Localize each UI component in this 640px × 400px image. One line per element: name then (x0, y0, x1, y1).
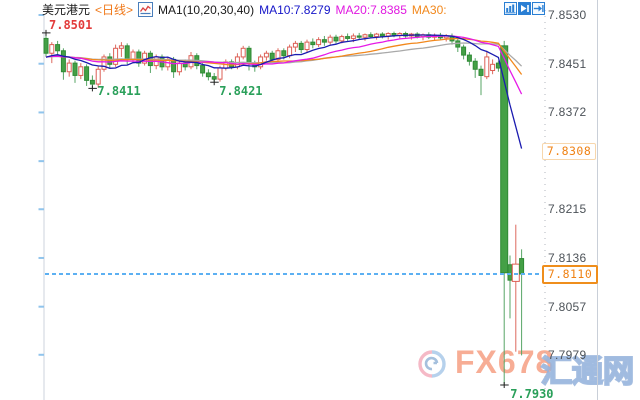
candle-body (478, 68, 484, 76)
candle-body (275, 50, 281, 60)
candle-body (55, 44, 61, 52)
candle-body (500, 45, 509, 274)
candle-body (310, 41, 316, 46)
candle-body (124, 45, 130, 60)
symbol-name: 美元港元 (42, 3, 91, 17)
candle-body (345, 36, 351, 39)
chart-toolbar (504, 2, 545, 15)
candle-body (466, 54, 472, 62)
candle-body (321, 39, 327, 43)
candle-body (374, 33, 380, 38)
axis-tick-mark (38, 160, 44, 163)
axis-price-tag: 7.8308 (542, 142, 596, 160)
candle-body (263, 52, 269, 58)
period-label: <日线> (95, 3, 134, 17)
candle-body (84, 66, 90, 81)
candle-body (60, 50, 66, 73)
y-axis-label: 7.8136 (548, 250, 587, 265)
candle-body (200, 65, 206, 74)
axis-tick-mark (38, 208, 44, 211)
candle-body (205, 72, 211, 78)
candle-body (339, 36, 345, 42)
axis-tick-mark (38, 256, 44, 259)
candle-body (246, 47, 252, 64)
y-axis-label: 7.8372 (548, 105, 587, 120)
candle-body (217, 67, 223, 80)
y-axis-label: 7.8451 (548, 56, 587, 71)
column-chart-icon[interactable] (504, 2, 517, 15)
candle-body (78, 66, 84, 76)
candle-body (89, 79, 95, 85)
price-annotation-high: 7.8501 (49, 17, 93, 32)
ma-settings-icon[interactable] (138, 2, 154, 17)
ma20-value: MA20:7.8385 (335, 2, 407, 17)
candle-body (316, 39, 322, 46)
candle-body (472, 60, 478, 70)
y-axis-label: 7.7979 (548, 347, 587, 362)
y-axis-label: 7.8057 (548, 299, 587, 314)
ma10-line (45, 34, 523, 149)
candle-body (101, 56, 107, 70)
candle-body (298, 42, 304, 51)
axis-tick-mark (38, 62, 44, 65)
candle-body (362, 34, 368, 38)
candle-body (176, 62, 182, 73)
candle-body (519, 258, 525, 275)
candle-body (113, 47, 119, 65)
candle-body (281, 50, 287, 57)
candle-body (461, 46, 467, 56)
candle-body (292, 42, 298, 48)
candle-body (269, 52, 275, 60)
candle-body (95, 68, 101, 85)
price-annotation-low: 7.7930 (510, 387, 554, 400)
candle-body (130, 51, 136, 60)
candle-body (511, 263, 520, 282)
candle-body (356, 35, 362, 38)
candle-body (333, 36, 339, 42)
candle-body (391, 33, 397, 36)
candle-body (72, 62, 78, 76)
axis-tick-mark (38, 353, 44, 356)
candle-body (49, 44, 55, 54)
candle-body (507, 264, 513, 281)
y-axis-label: 7.8215 (548, 202, 587, 217)
candle-body (287, 46, 293, 57)
candle-body (385, 33, 391, 37)
ma30-line (45, 37, 523, 75)
last-price-tag: 7.8110 (542, 265, 598, 284)
candle-body (327, 36, 333, 43)
candle-body (379, 33, 385, 37)
axis-tick-mark (38, 111, 44, 114)
axis-tick-mark (38, 305, 44, 308)
candle-body (66, 62, 72, 73)
candle-body (304, 41, 310, 51)
candle-body (484, 56, 490, 78)
candle-body (142, 52, 148, 64)
price-annotation-low: 7.8421 (219, 84, 263, 99)
ma-group-label: MA1(10,20,30,40) (158, 2, 255, 17)
candle-body (211, 76, 217, 80)
candle-body (240, 47, 246, 58)
candle-body (118, 45, 124, 49)
shift-right-icon[interactable] (532, 2, 545, 15)
candle-body (490, 63, 496, 72)
scroll-latest-icon[interactable] (518, 2, 531, 15)
price-annotation-low: 7.8411 (97, 84, 141, 99)
ma10-value: MA10:7.8279 (259, 2, 331, 17)
y-axis-label: 7.8530 (548, 8, 587, 22)
axis-tick-mark (38, 14, 44, 16)
candle-body (350, 35, 356, 39)
chart-header: 美元港元 <日线> MA1(10,20,30,40) MA10:7.8279 M… (42, 2, 447, 17)
candle-body (368, 34, 374, 38)
candle-body (43, 37, 49, 54)
ma30-value: MA30: (411, 2, 447, 17)
candle-body (136, 51, 142, 64)
